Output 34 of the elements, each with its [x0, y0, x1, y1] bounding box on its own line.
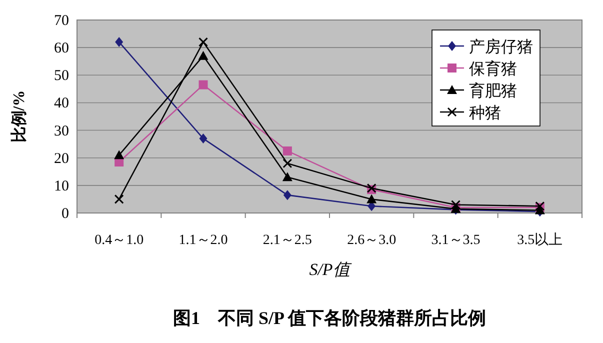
point: [451, 200, 460, 210]
point: [366, 194, 377, 204]
legend-label: 产房仔猪: [469, 38, 533, 56]
point: [114, 150, 124, 160]
point: [198, 80, 208, 90]
y-tick-label: 20: [54, 150, 69, 167]
x-tick-label: 3.5以上: [517, 232, 563, 248]
y-tick-label: 70: [54, 13, 69, 29]
y-tick-label: 10: [54, 178, 69, 194]
x-tick-label: 0.4～1.0: [94, 233, 144, 248]
point: [282, 146, 292, 156]
point: [283, 190, 292, 200]
y-axis-title: 比例/%: [10, 90, 28, 143]
x-tick-label: 2.6～3.0: [347, 233, 396, 248]
point: [198, 50, 208, 60]
point: [282, 158, 292, 168]
x-tick-label: 3.1～3.5: [431, 233, 480, 248]
point: [115, 37, 124, 48]
y-tick-label: 0: [62, 206, 69, 222]
legend-label: 种猪: [469, 104, 501, 122]
y-tick-label: 30: [54, 123, 69, 140]
y-tick-label: 50: [54, 68, 69, 84]
x-tick-label: 1.1～2.0: [178, 233, 228, 248]
point: [198, 37, 208, 47]
y-tick-label: 60: [54, 40, 69, 57]
x-axis-title: S/P值: [309, 260, 352, 279]
point: [114, 194, 124, 204]
y-tick-label: 40: [54, 96, 69, 112]
legend-label: 保育猪: [469, 60, 517, 78]
x-tick-label: 2.1～2.5: [262, 233, 312, 248]
point: [199, 134, 208, 144]
text: 图1 不同 S/P 值下各阶段猪群所占比例: [172, 308, 486, 328]
point: [282, 172, 292, 182]
legend-label: 育肥猪: [469, 82, 517, 100]
